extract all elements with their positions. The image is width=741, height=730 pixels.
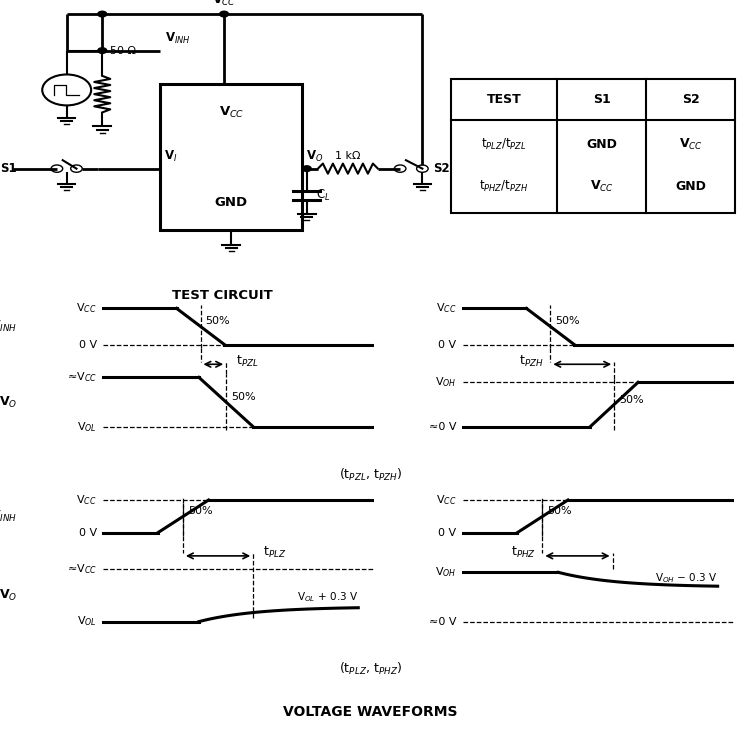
Text: (t$_{PLZ}$, t$_{PHZ}$): (t$_{PLZ}$, t$_{PHZ}$) [339,661,402,677]
Text: 0 V: 0 V [438,339,456,350]
Text: VOLTAGE WAVEFORMS: VOLTAGE WAVEFORMS [283,704,458,719]
Text: V$_{CC}$: V$_{CC}$ [76,493,97,507]
Bar [160,85,302,231]
Text: ≈0 V: ≈0 V [429,422,456,431]
Text: V$_{OL}$ + 0.3 V: V$_{OL}$ + 0.3 V [297,591,358,604]
Text: 0 V: 0 V [79,528,97,538]
Text: V$_{INH}$: V$_{INH}$ [0,509,17,524]
Text: V$_O$: V$_O$ [0,588,17,603]
Text: V$_{CC}$: V$_{CC}$ [679,137,702,152]
Text: V$_I$: V$_I$ [164,148,177,164]
Text: 0 V: 0 V [79,339,97,350]
Text: V$_{INH}$: V$_{INH}$ [0,319,17,334]
Text: V$_{CC}$: V$_{CC}$ [436,493,456,507]
Text: GND: GND [586,138,617,151]
Text: 50%: 50% [187,506,213,515]
Text: (t$_{PZL}$, t$_{PZH}$): (t$_{PZL}$, t$_{PZH}$) [339,466,402,483]
Text: 50%: 50% [230,392,256,402]
Text: t$_{PLZ}$/t$_{PZL}$: t$_{PLZ}$/t$_{PZL}$ [481,137,527,152]
Circle shape [98,47,107,53]
Text: S1: S1 [0,162,16,175]
Text: t$_{PLZ}$: t$_{PLZ}$ [262,545,286,560]
Circle shape [98,11,107,17]
Text: t$_{PHZ}$/t$_{PZH}$: t$_{PHZ}$/t$_{PZH}$ [479,180,528,194]
Text: S2: S2 [682,93,700,106]
Text: TEST: TEST [487,93,521,106]
Text: V$_{OL}$: V$_{OL}$ [77,420,97,434]
Text: 50%: 50% [547,506,572,515]
Text: GND: GND [675,180,706,193]
Text: ≈0 V: ≈0 V [429,617,456,626]
Text: 1 kΩ: 1 kΩ [335,151,360,161]
Text: 50%: 50% [205,316,230,326]
Text: TEST CIRCUIT: TEST CIRCUIT [172,288,273,301]
Text: V$_{CC}$: V$_{CC}$ [219,105,244,120]
Text: V$_{CC}$: V$_{CC}$ [212,0,236,9]
Text: V$_{OH}$: V$_{OH}$ [435,375,456,389]
Text: S1: S1 [593,93,611,106]
Text: V$_{CC}$: V$_{CC}$ [76,301,97,315]
Circle shape [302,166,311,172]
Text: t$_{PZH}$: t$_{PZH}$ [519,353,544,369]
Text: ≈V$_{CC}$: ≈V$_{CC}$ [67,562,97,576]
Text: V$_{OH}$: V$_{OH}$ [435,566,456,579]
Text: 50%: 50% [555,316,579,326]
Text: V$_{CC}$: V$_{CC}$ [590,180,614,194]
Text: V$_{OH}$ − 0.3 V: V$_{OH}$ − 0.3 V [655,571,717,585]
Text: V$_O$: V$_O$ [0,394,17,410]
Text: GND: GND [215,196,247,209]
Text: ≈V$_{CC}$: ≈V$_{CC}$ [67,371,97,384]
Circle shape [219,11,228,17]
Text: 0 V: 0 V [438,528,456,538]
Text: V$_{INH}$: V$_{INH}$ [165,31,190,45]
Text: V$_{CC}$: V$_{CC}$ [436,301,456,315]
Text: 50 Ω: 50 Ω [110,45,136,55]
Text: t$_{PHZ}$: t$_{PHZ}$ [511,545,536,560]
Text: t$_{PZL}$: t$_{PZL}$ [236,353,259,369]
Text: V$_O$: V$_O$ [306,148,323,164]
Text: S2: S2 [433,162,450,175]
Text: 50%: 50% [619,395,643,404]
Text: V$_{OL}$: V$_{OL}$ [77,615,97,629]
Text: C$_L$: C$_L$ [316,188,330,203]
